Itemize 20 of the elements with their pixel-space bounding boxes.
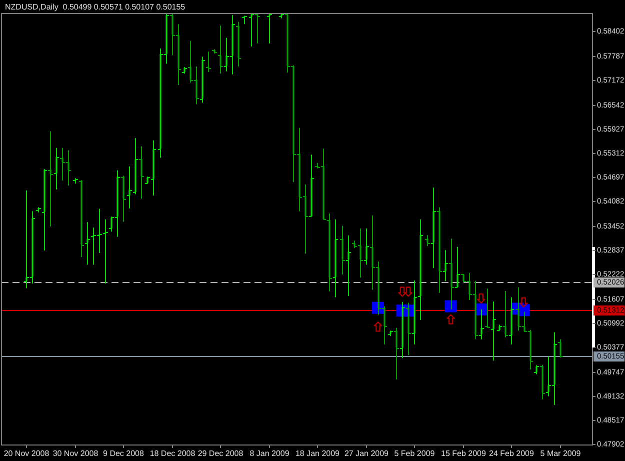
chart-title: NZDUSD,Daily 0.50499 0.50571 0.50107 0.50155 [5, 2, 186, 12]
x-tick-label: 20 Nov 2008 [4, 449, 50, 458]
x-tick-label: 5 Feb 2009 [394, 449, 436, 458]
x-tick-label: 29 Dec 2008 [198, 449, 244, 458]
x-tick-label: 27 Jan 2009 [344, 449, 390, 458]
x-tick-label: 18 Jan 2009 [295, 449, 340, 458]
x-tick-label: 5 Mar 2009 [540, 449, 582, 458]
x-tick-label: 24 Feb 2009 [489, 449, 535, 458]
point [398, 286, 406, 297]
point [446, 314, 455, 324]
point [519, 297, 528, 308]
x-tick-label: 8 Jan 2009 [250, 449, 290, 458]
point [404, 286, 412, 297]
point [374, 322, 382, 332]
x-tick-label: 15 Feb 2009 [441, 449, 487, 458]
x-tick-label: 30 Nov 2008 [52, 449, 99, 458]
point [477, 293, 486, 304]
point [444, 300, 457, 312]
x-tick-label: 18 Dec 2008 [150, 449, 196, 458]
x-tick-label: 9 Dec 2008 [103, 449, 145, 458]
